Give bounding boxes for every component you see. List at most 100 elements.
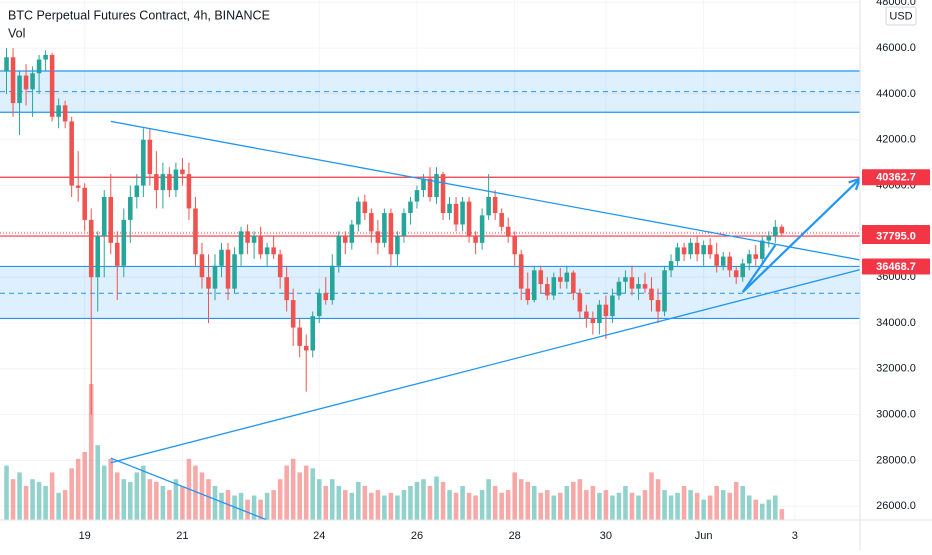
volume-bar: [323, 486, 329, 520]
drawings: [110, 120, 860, 520]
volume-label: Vol: [8, 26, 25, 40]
volume-bar: [49, 472, 55, 520]
grid: [0, 0, 860, 520]
volume-bar: [733, 481, 739, 520]
volume-bar: [264, 492, 270, 520]
candle-body: [271, 247, 276, 255]
volume-bar: [440, 481, 446, 520]
candle-body: [4, 57, 9, 72]
volume-bar: [43, 486, 48, 520]
volume-bar: [121, 479, 127, 520]
candle-body: [668, 261, 674, 271]
currency-box[interactable]: [885, 6, 917, 26]
volume-bar: [538, 492, 544, 520]
candle-body: [577, 293, 583, 312]
trend-line: [110, 269, 860, 464]
volume-bar: [597, 492, 602, 520]
candle-body: [492, 197, 498, 214]
candle-body: [558, 277, 563, 282]
volume-bar: [518, 479, 524, 520]
volume-bar: [662, 490, 667, 520]
volume-bar: [395, 495, 400, 520]
candle-body: [186, 174, 192, 209]
candle-body: [212, 265, 218, 289]
candle-body: [447, 203, 452, 214]
candle-body: [277, 254, 283, 278]
axes: 48000.046000.044000.042000.040000.038000…: [79, 0, 930, 542]
volume-bar: [610, 495, 615, 520]
price-label: 37795.0: [876, 230, 916, 242]
volume-bar: [258, 499, 263, 520]
candle-body: [766, 235, 772, 241]
volume-bar: [649, 472, 654, 520]
volume-bar: [525, 481, 531, 520]
volume-bar: [17, 472, 22, 520]
candle-body: [642, 284, 648, 289]
candle-body: [310, 316, 316, 351]
x-tick-label: 19: [79, 530, 91, 542]
candle-body: [629, 277, 635, 289]
candle-body: [473, 235, 478, 243]
volume-bar: [316, 479, 322, 520]
candle-body: [245, 231, 250, 243]
candle-body: [427, 178, 433, 198]
volume-bar: [408, 486, 413, 520]
candle-body: [17, 75, 22, 104]
volume-bar: [88, 384, 94, 520]
volume-bar: [473, 495, 478, 520]
price-label: 36468.7: [876, 261, 916, 273]
volume-bar: [167, 490, 172, 520]
candle-body: [688, 242, 693, 255]
volume-bar: [701, 499, 706, 520]
volume-bar: [343, 490, 348, 520]
candle-body: [69, 121, 74, 186]
volume-bar: [173, 479, 179, 520]
candle-body: [499, 213, 504, 227]
volume-bar: [160, 486, 166, 520]
candle-body: [538, 270, 544, 285]
candle-body: [121, 219, 127, 266]
y-tick-label: 26000.0: [876, 500, 916, 512]
volume-bar: [251, 495, 257, 520]
candle-body: [597, 304, 602, 323]
volume-bar: [154, 481, 159, 520]
volume-bar: [375, 490, 381, 520]
volume-bar: [199, 472, 205, 520]
y-tick-label: 32000.0: [876, 363, 916, 375]
candle-body: [232, 254, 237, 289]
candle-body: [701, 245, 706, 255]
candle-body: [571, 272, 576, 294]
x-tick-label: 28: [509, 530, 521, 542]
candle-body: [323, 293, 329, 301]
candle-body: [101, 197, 107, 236]
candle-body: [486, 197, 491, 216]
volume-bar: [531, 486, 537, 520]
candle-body: [707, 245, 713, 255]
chart-title: BTC Perpetual Futures Contract, 4h, BINA…: [8, 8, 270, 22]
candle-body: [733, 270, 739, 278]
volume-bar: [505, 490, 511, 520]
volume-bar: [290, 458, 296, 520]
volume-bar: [707, 495, 713, 520]
candle-body: [62, 105, 68, 122]
volume-bar: [147, 479, 153, 520]
volume-bar: [623, 486, 628, 520]
volume-bar: [414, 481, 420, 520]
volume-bar: [681, 486, 687, 520]
candle-body: [284, 277, 289, 301]
candle-body: [694, 242, 700, 255]
candle-body: [440, 174, 446, 214]
candle-body: [43, 54, 48, 60]
volume-bar: [636, 495, 641, 520]
candle-body: [610, 295, 615, 317]
volume-bar: [447, 490, 452, 520]
volume-bar: [382, 495, 387, 520]
arrow: [741, 177, 860, 293]
candle-body: [316, 293, 322, 317]
volume-bar: [245, 499, 250, 520]
volume-bar: [388, 492, 394, 520]
candle-body: [525, 288, 531, 301]
candle-body: [264, 247, 270, 255]
volume-bar: [297, 472, 302, 520]
volume-bar: [460, 486, 465, 520]
